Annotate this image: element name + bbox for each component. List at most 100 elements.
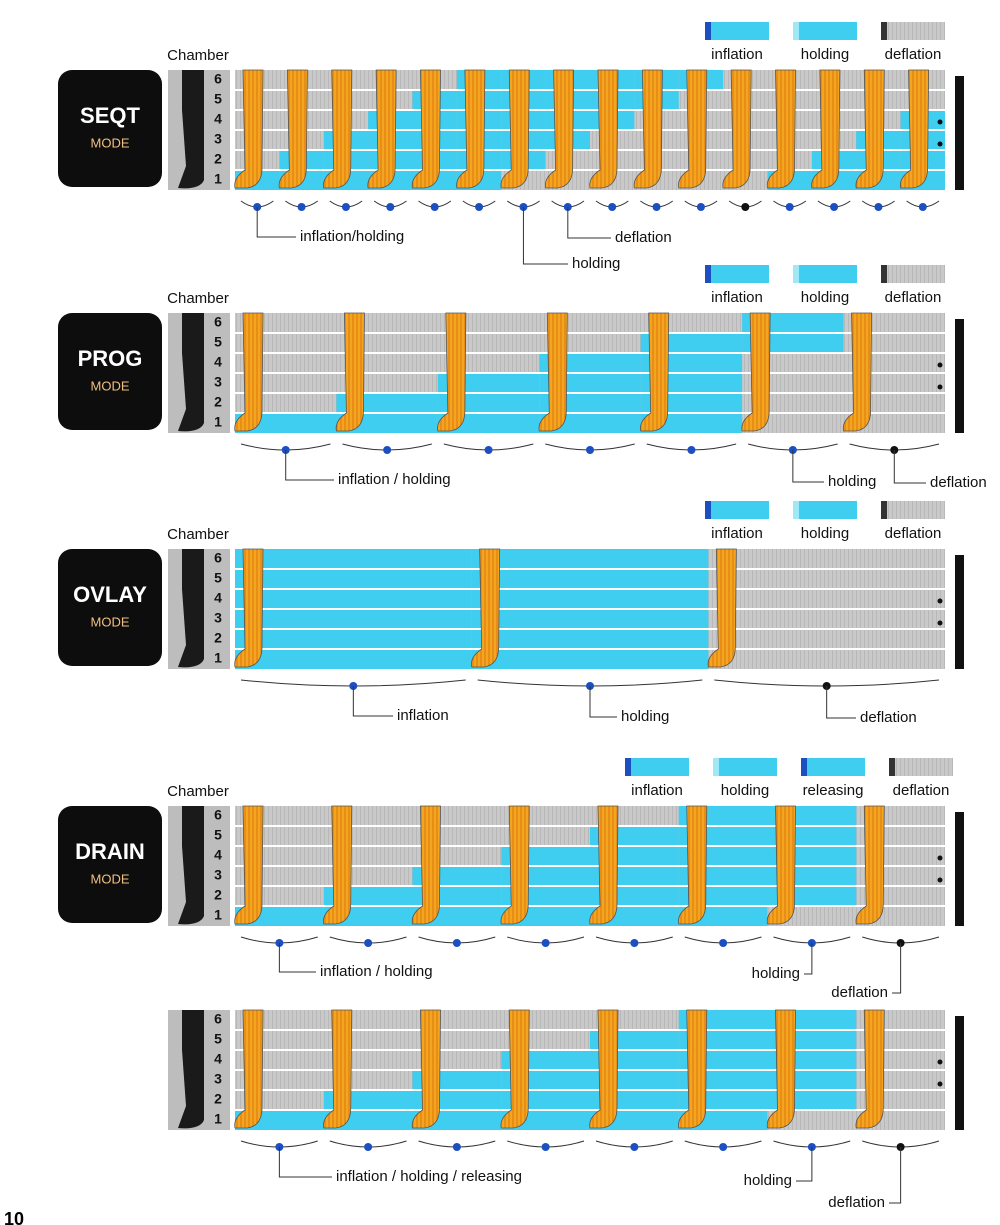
legend-marker bbox=[881, 22, 887, 40]
legend-swatch bbox=[713, 758, 777, 776]
callout-label: holding bbox=[752, 965, 800, 982]
callout-line bbox=[804, 943, 813, 975]
legend-swatch bbox=[705, 265, 769, 283]
callout-line bbox=[893, 450, 926, 484]
legend-marker bbox=[705, 22, 711, 40]
mode-sub: MODE bbox=[91, 614, 130, 629]
time-dot bbox=[430, 203, 439, 211]
time-dot bbox=[364, 939, 373, 947]
callout-line bbox=[826, 686, 856, 719]
end-bar bbox=[955, 812, 964, 926]
legend-label: inflation bbox=[711, 525, 763, 542]
callout-label: inflation / holding bbox=[338, 471, 451, 488]
chamber-label: Chamber bbox=[167, 783, 229, 800]
chamber-number: 4 bbox=[214, 590, 222, 606]
leg bbox=[538, 312, 568, 432]
leg bbox=[811, 69, 841, 189]
leg bbox=[456, 69, 486, 189]
time-dot bbox=[874, 203, 883, 211]
chamber-label: Chamber bbox=[167, 47, 229, 64]
chamber-number: 5 bbox=[214, 1031, 222, 1047]
leg bbox=[234, 312, 264, 432]
time-dot bbox=[830, 203, 839, 211]
chamber-label: Chamber bbox=[167, 526, 229, 543]
mode-name: SEQT bbox=[80, 103, 140, 128]
callout-line bbox=[892, 943, 902, 994]
end-bar bbox=[955, 555, 964, 669]
callout-label: deflation bbox=[831, 984, 888, 1001]
leg bbox=[766, 805, 796, 925]
legend-label: releasing bbox=[803, 782, 864, 799]
leg bbox=[411, 69, 441, 189]
dot bbox=[937, 384, 943, 390]
leg bbox=[500, 1009, 530, 1129]
leg bbox=[234, 805, 264, 925]
leg bbox=[500, 805, 530, 925]
leg bbox=[234, 548, 264, 668]
dot bbox=[937, 362, 943, 368]
time-dot bbox=[608, 203, 617, 211]
chamber-number: 2 bbox=[214, 151, 222, 167]
mode-sub: MODE bbox=[91, 871, 130, 886]
time-dot bbox=[630, 1143, 639, 1151]
leg bbox=[855, 69, 885, 189]
leg bbox=[855, 805, 885, 925]
chamber-number: 4 bbox=[214, 1051, 222, 1067]
leg bbox=[323, 1009, 353, 1129]
chamber-number: 6 bbox=[214, 807, 222, 823]
leg-silhouette bbox=[178, 549, 204, 668]
end-bar bbox=[955, 1016, 964, 1130]
page-number: 10 bbox=[4, 1209, 24, 1225]
leg bbox=[411, 1009, 441, 1129]
time-dot bbox=[341, 203, 350, 211]
leg bbox=[589, 69, 619, 189]
time-dot bbox=[687, 446, 696, 454]
chamber-number: 4 bbox=[214, 847, 222, 863]
legend-label: inflation bbox=[631, 782, 683, 799]
dot bbox=[937, 855, 943, 861]
legend-swatch bbox=[889, 758, 953, 776]
legend-swatch bbox=[705, 22, 769, 40]
time-dot bbox=[452, 1143, 461, 1151]
time-dot bbox=[741, 203, 750, 211]
leg bbox=[842, 312, 872, 432]
mode-name: PROG bbox=[78, 346, 143, 371]
legend-marker bbox=[889, 758, 895, 776]
leg bbox=[633, 69, 663, 189]
legend-label: holding bbox=[801, 525, 849, 542]
chamber-number: 1 bbox=[214, 414, 222, 430]
chamber-number: 4 bbox=[214, 111, 222, 127]
legend-label: deflation bbox=[885, 289, 942, 306]
mode-box bbox=[58, 313, 162, 430]
callout-label: deflation bbox=[860, 709, 917, 726]
leg-silhouette bbox=[178, 806, 204, 925]
leg bbox=[234, 1009, 264, 1129]
callout-label: holding bbox=[621, 708, 669, 725]
leg-silhouette bbox=[178, 70, 204, 189]
end-bar bbox=[955, 319, 964, 433]
legend-marker bbox=[881, 265, 887, 283]
callout-line bbox=[889, 1147, 902, 1204]
mode-box bbox=[58, 806, 162, 923]
legend-swatch bbox=[881, 501, 945, 519]
leg bbox=[766, 1009, 796, 1129]
legend-label: deflation bbox=[885, 525, 942, 542]
callout-line bbox=[567, 207, 611, 239]
mode-name: DRAIN bbox=[75, 839, 145, 864]
leg bbox=[234, 69, 264, 189]
legend-label: holding bbox=[721, 782, 769, 799]
chamber-number: 2 bbox=[214, 630, 222, 646]
dot bbox=[937, 119, 943, 125]
legend-marker bbox=[881, 501, 887, 519]
chamber-number: 1 bbox=[214, 650, 222, 666]
leg bbox=[766, 69, 796, 189]
chamber-number: 3 bbox=[214, 131, 222, 147]
dot bbox=[937, 1081, 943, 1087]
chamber-label: Chamber bbox=[167, 290, 229, 307]
chamber-number: 2 bbox=[214, 394, 222, 410]
legend-marker bbox=[801, 758, 807, 776]
legend-marker bbox=[705, 501, 711, 519]
chamber-number: 1 bbox=[214, 171, 222, 187]
leg bbox=[678, 69, 708, 189]
